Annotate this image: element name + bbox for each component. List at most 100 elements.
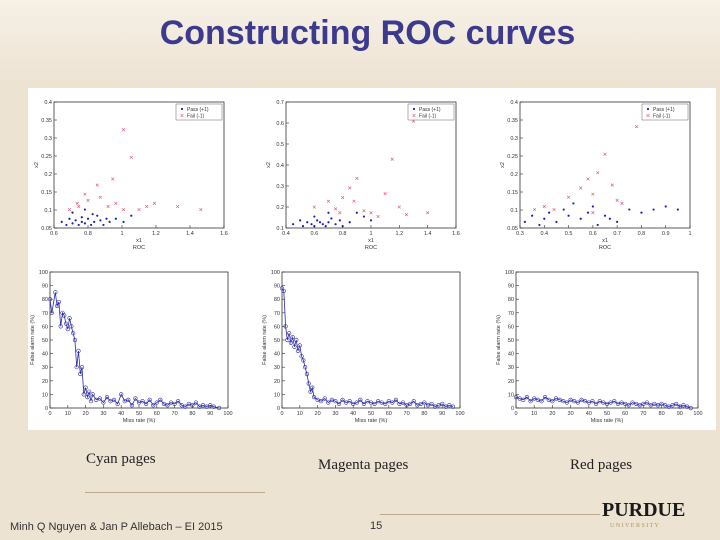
x-tick-label: 50 xyxy=(136,411,142,417)
y-tick-label: 40 xyxy=(508,352,514,358)
roc-point xyxy=(172,401,177,407)
x-tick-label: 0.8 xyxy=(84,231,92,237)
roc-point xyxy=(528,399,533,404)
y-axis-label: False alarm rate (%) xyxy=(496,315,502,365)
magenta-roc-plot: 0 10 20 30 40 50 60 70 80 90 100 0 10 20 30 40 50 60 70 80 9… xyxy=(262,270,465,424)
legend-box xyxy=(407,103,455,121)
roc-point xyxy=(281,288,286,294)
roc-point xyxy=(217,405,222,411)
roc-point xyxy=(630,400,635,405)
y-tick-label: 0.1 xyxy=(44,208,52,214)
roc-point xyxy=(340,397,345,402)
y-tick-label: 60 xyxy=(42,324,48,330)
y-tick-label: 80 xyxy=(42,297,48,303)
footer-rule-left xyxy=(85,492,265,493)
pass-point xyxy=(291,223,295,226)
pass-point xyxy=(567,214,570,217)
roc-point xyxy=(372,401,377,407)
pass-point xyxy=(105,217,108,220)
roc-point xyxy=(71,331,76,336)
roc-point xyxy=(593,401,599,407)
roc-point xyxy=(447,403,452,408)
roc-point xyxy=(315,397,320,402)
pass-point xyxy=(548,211,551,214)
pass-point xyxy=(676,208,679,211)
legend-fail-label: Fail (-1) xyxy=(187,114,205,120)
x-tick-label: 1 xyxy=(369,231,372,237)
x-tick-label: 0.7 xyxy=(613,231,621,237)
roc-point xyxy=(608,400,613,405)
fail-point xyxy=(312,205,316,209)
roc-point xyxy=(161,401,167,407)
roc-point xyxy=(83,385,88,390)
roc-point xyxy=(674,401,679,407)
pass-point xyxy=(91,213,94,216)
roc-point xyxy=(65,327,70,332)
x-tick-label: 80 xyxy=(189,411,195,417)
roc-point xyxy=(572,399,577,404)
y-tick-label: 20 xyxy=(274,379,280,385)
fail-point xyxy=(199,207,203,212)
pass-point xyxy=(130,214,133,217)
pass-point xyxy=(93,220,96,223)
x-tick-label: 0.6 xyxy=(589,231,597,237)
roc-point xyxy=(119,392,124,397)
pass-point xyxy=(86,217,90,220)
roc-point xyxy=(557,397,562,402)
x-axis-label: Miss rate (%) xyxy=(123,418,156,424)
fail-point xyxy=(634,124,639,129)
roc-point xyxy=(666,404,671,409)
x-tick-label: 30 xyxy=(568,411,574,417)
pass-point xyxy=(310,223,313,226)
roc-point xyxy=(354,400,359,405)
pass-point xyxy=(68,217,71,220)
roc-point xyxy=(301,358,306,363)
x-axis-label: x1 xyxy=(136,238,142,244)
roc-point xyxy=(386,399,391,404)
x-tick-label: 60 xyxy=(154,411,160,417)
roc-point xyxy=(94,397,99,402)
roc-point xyxy=(532,396,537,401)
x-tick-label: 0.3 xyxy=(516,231,524,237)
red-scatter-plot: 0.3 0.4 0.5 0.6 0.7 0.8 0.9 1 0.05 0.1 0.15 0.2 0.25… xyxy=(500,100,692,251)
roc-point xyxy=(176,399,181,404)
pass-point xyxy=(362,215,366,218)
legend-fail-marker xyxy=(646,113,650,118)
y-tick-label: 0.35 xyxy=(41,118,52,124)
roc-point xyxy=(333,399,338,404)
roc-point xyxy=(47,297,53,302)
roc-point xyxy=(418,401,423,407)
roc-point xyxy=(397,401,402,407)
roc-point xyxy=(383,401,388,407)
fail-point xyxy=(145,204,149,209)
y-tick-label: 0.15 xyxy=(41,190,52,196)
fail-point xyxy=(542,204,546,209)
pass-point xyxy=(313,224,316,228)
roc-point xyxy=(287,331,292,336)
roc-point xyxy=(568,397,573,402)
roc-point xyxy=(336,401,342,407)
x-tick-label: 1.4 xyxy=(424,231,432,237)
pass-point xyxy=(313,215,316,218)
fail-point xyxy=(137,207,141,212)
roc-point xyxy=(62,313,67,318)
roc-point xyxy=(294,337,299,343)
pass-point xyxy=(555,220,558,223)
fail-point xyxy=(579,186,583,190)
caption-magenta: Magenta pages xyxy=(318,457,409,473)
roc-point xyxy=(579,397,584,402)
roc-point xyxy=(55,303,60,309)
x-tick-label: 30 xyxy=(100,411,106,417)
x-tick-label: 10 xyxy=(65,411,71,417)
roc-point xyxy=(539,399,544,404)
y-tick-label: 50 xyxy=(42,338,48,344)
x-tick-label: 20 xyxy=(83,411,89,417)
fail-point xyxy=(532,207,537,212)
pass-point xyxy=(608,217,611,220)
roc-point xyxy=(343,400,349,405)
roc-point xyxy=(208,403,213,408)
x-axis-label: x1 xyxy=(602,238,608,244)
roc-point xyxy=(425,403,431,408)
roc-point xyxy=(351,401,356,407)
x-axis-label: Miss rate (%) xyxy=(355,418,388,424)
